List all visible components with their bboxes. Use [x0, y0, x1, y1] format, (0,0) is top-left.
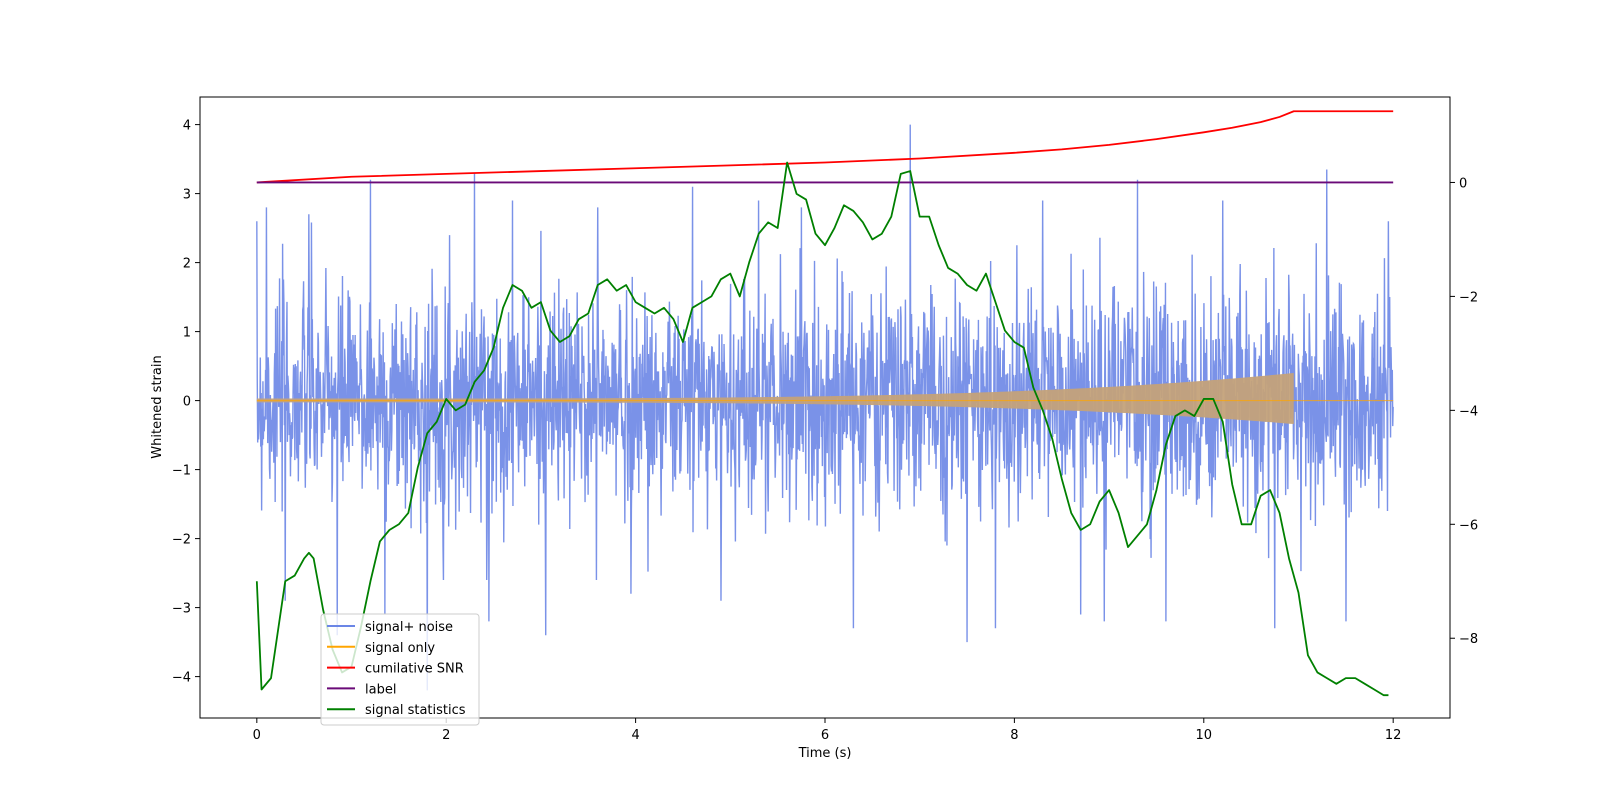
y2-tick-label: 0	[1459, 176, 1467, 191]
x-tick-label: 2	[442, 728, 450, 743]
y-tick-label: 1	[183, 326, 191, 341]
y2-tick-label: −6	[1459, 518, 1478, 533]
legend-label: cumilative SNR	[365, 662, 464, 677]
y-tick-label: −1	[172, 464, 191, 479]
x-tick-label: 10	[1196, 728, 1213, 743]
legend-box	[320, 613, 480, 726]
y-axis-ticks: −4 −3 −2 −1 0 1 2 3 4	[172, 119, 200, 686]
y-tick-label: −4	[172, 671, 191, 686]
y-tick-label: −2	[172, 533, 191, 548]
x-tick-label: 0	[253, 728, 261, 743]
legend: signal+ noise signal only cumilative SNR la…	[320, 613, 480, 726]
y-tick-label: −3	[172, 602, 191, 617]
x-tick-label: 4	[631, 728, 639, 743]
series-signal-statistics-line	[255, 161, 1389, 697]
legend-label: signal+ noise	[365, 620, 453, 635]
x-tick-label: 12	[1385, 728, 1402, 743]
y2-tick-label: −4	[1459, 404, 1478, 419]
y-tick-label: 3	[183, 188, 191, 203]
x-axis-ticks: 0 2 4 6 8 10 12	[253, 718, 1402, 743]
legend-label: signal only	[365, 641, 435, 656]
series-signal-noise-line	[256, 124, 1394, 691]
legend-label: label	[365, 682, 396, 697]
y-axis-label: Whitened strain	[150, 355, 165, 458]
legend-label: signal statistics	[365, 703, 466, 718]
x-axis-label: Time (s)	[798, 746, 852, 761]
y-tick-label: 0	[183, 395, 191, 410]
y2-axis-ticks: −8 −6 −4 −2 0	[1450, 176, 1478, 647]
series-signal-only-band	[256, 373, 1294, 425]
y-tick-label: 2	[183, 257, 191, 272]
y2-tick-label: −8	[1459, 632, 1478, 647]
series-layer	[255, 110, 1394, 697]
y-tick-label: 4	[183, 119, 191, 134]
x-tick-label: 8	[1010, 728, 1018, 743]
y2-tick-label: −2	[1459, 290, 1478, 305]
x-tick-label: 6	[821, 728, 829, 743]
series-cumilative-snr-line	[256, 110, 1394, 184]
